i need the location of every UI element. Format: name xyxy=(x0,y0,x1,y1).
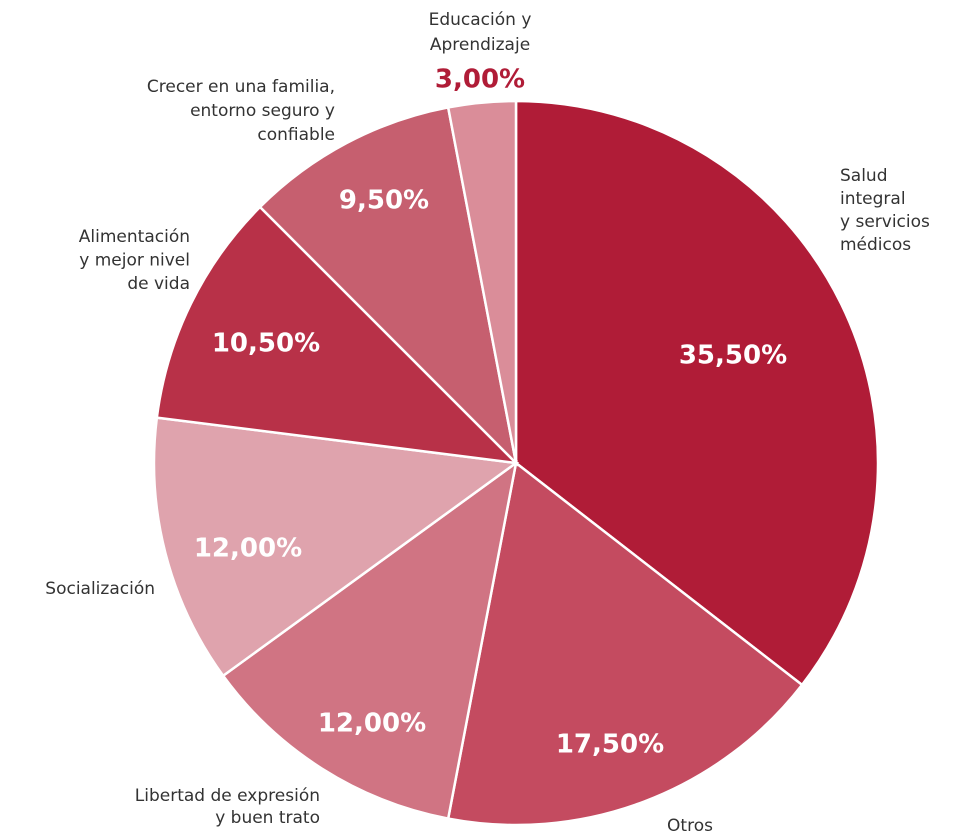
category-label-line: Salud xyxy=(840,166,888,186)
category-label: Crecer en una familia, entorno seguro y co… xyxy=(147,77,335,145)
value-label: 17,50% xyxy=(556,730,664,760)
category-label-line: y buen trato xyxy=(215,808,320,828)
category-label-line: Alimentación xyxy=(79,227,190,247)
category-label-line: Libertad de expresión xyxy=(135,786,320,806)
category-label-line: Otros xyxy=(667,816,713,833)
category-label-line: Aprendizaje xyxy=(430,35,530,55)
value-label: 12,00% xyxy=(194,534,302,564)
category-label-line: Crecer en una familia, xyxy=(147,77,335,97)
pie-slice xyxy=(446,460,804,827)
pie-slice xyxy=(155,205,520,465)
pie-slice xyxy=(152,416,520,678)
pie-slice xyxy=(221,460,518,821)
value-label: 35,50% xyxy=(679,341,787,371)
category-label-line: confiable xyxy=(257,125,335,145)
pie-slice xyxy=(258,105,518,467)
category-label-line: y mejor nivel xyxy=(79,251,190,271)
category-label: Socialización xyxy=(45,579,155,599)
category-label-line: y servicios xyxy=(840,212,930,232)
category-label: Alimentación y mejor nivel de vida xyxy=(79,227,190,294)
category-label: Salud integral y servicios médicos xyxy=(840,166,930,255)
value-label: 3,00% xyxy=(435,65,525,95)
category-label-line: médicos xyxy=(840,235,911,255)
value-label: 10,50% xyxy=(212,329,320,359)
category-label-line: integral xyxy=(840,189,906,209)
category-label: Educación y Aprendizaje xyxy=(429,10,532,55)
category-label-line: Socialización xyxy=(45,579,155,599)
category-label: Libertad de expresión y buen trato xyxy=(135,786,320,828)
category-label-line: Educación y xyxy=(429,10,532,30)
category-label-line: entorno seguro y xyxy=(190,101,335,121)
pie-slice xyxy=(446,99,518,464)
value-label: 12,00% xyxy=(318,709,426,739)
value-label: 9,50% xyxy=(339,186,429,216)
pie-slice xyxy=(514,99,880,687)
category-label-line: de vida xyxy=(127,274,190,294)
category-label: Otros xyxy=(667,816,713,833)
